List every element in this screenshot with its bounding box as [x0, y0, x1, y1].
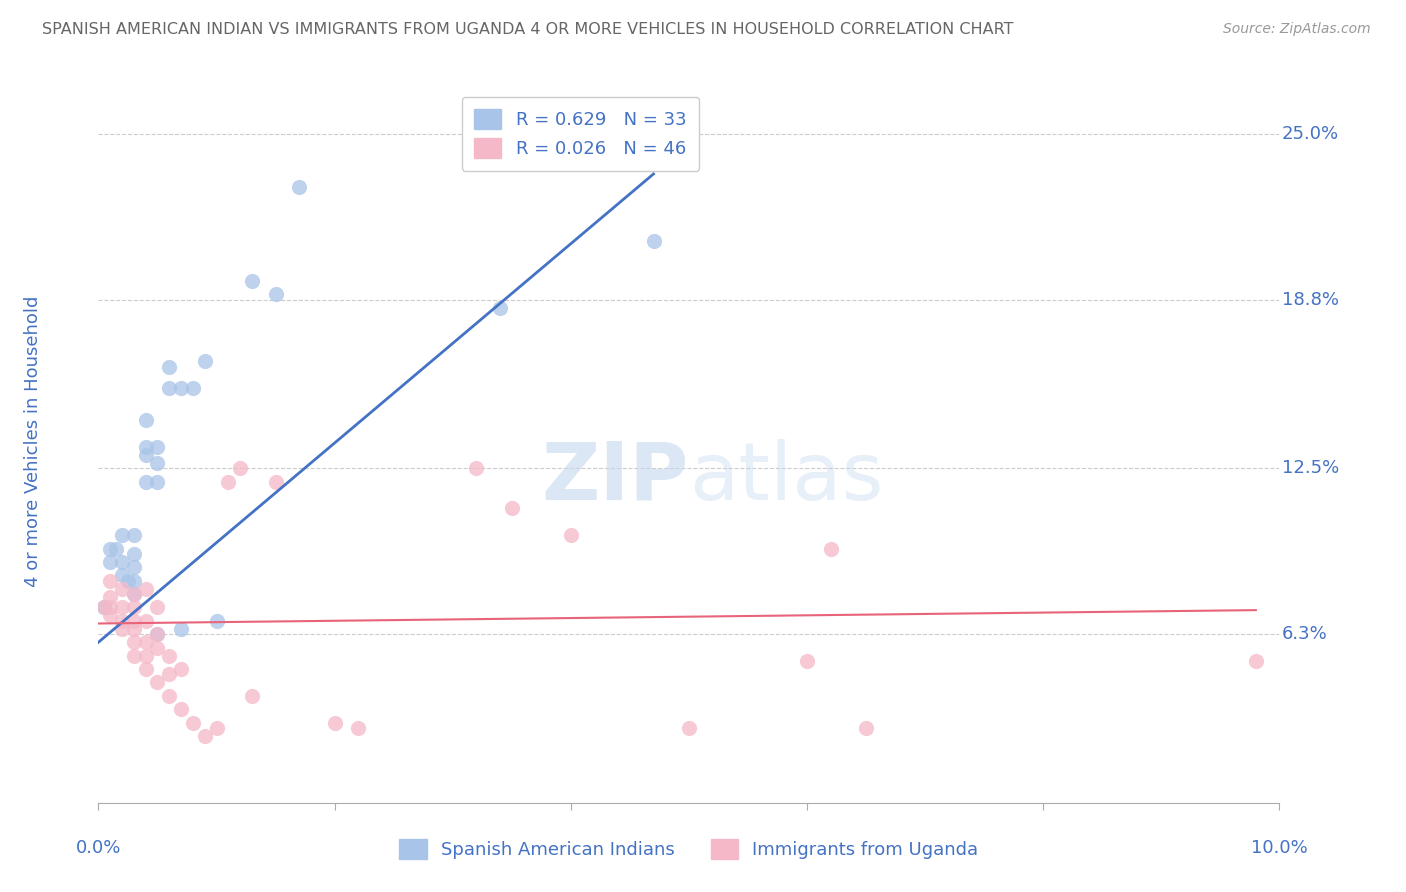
Point	[122, 587, 145, 601]
Point	[170, 622, 193, 636]
Text: Source: ZipAtlas.com: Source: ZipAtlas.com	[1223, 22, 1371, 37]
Point	[98, 600, 121, 615]
Point	[111, 622, 134, 636]
Point	[146, 600, 169, 615]
Point	[1244, 654, 1267, 668]
Point	[135, 635, 157, 649]
Point	[135, 448, 157, 462]
Legend: Spanish American Indians, Immigrants from Uganda: Spanish American Indians, Immigrants fro…	[392, 831, 986, 866]
Point	[170, 662, 193, 676]
Text: SPANISH AMERICAN INDIAN VS IMMIGRANTS FROM UGANDA 4 OR MORE VEHICLES IN HOUSEHOL: SPANISH AMERICAN INDIAN VS IMMIGRANTS FR…	[42, 22, 1014, 37]
Point	[146, 675, 169, 690]
Point	[181, 381, 204, 395]
Text: 12.5%: 12.5%	[1282, 459, 1339, 477]
Text: 10.0%: 10.0%	[1251, 838, 1308, 857]
Point	[111, 568, 134, 582]
Point	[135, 582, 157, 596]
Text: 25.0%: 25.0%	[1282, 125, 1339, 143]
Point	[122, 648, 145, 663]
Point	[111, 614, 134, 628]
Point	[157, 667, 180, 681]
Point	[135, 440, 157, 454]
Point	[146, 627, 169, 641]
Point	[194, 354, 217, 368]
Point	[98, 608, 121, 623]
Point	[122, 574, 145, 588]
Point	[98, 555, 121, 569]
Point	[146, 456, 169, 470]
Point	[122, 600, 145, 615]
Point	[111, 600, 134, 615]
Point	[122, 614, 145, 628]
Point	[194, 729, 217, 743]
Point	[820, 541, 842, 556]
Point	[98, 574, 121, 588]
Text: atlas: atlas	[689, 439, 883, 516]
Point	[111, 582, 134, 596]
Point	[170, 702, 193, 716]
Point	[117, 574, 139, 588]
Point	[135, 413, 157, 427]
Point	[465, 461, 488, 475]
Point	[105, 541, 128, 556]
Point	[229, 461, 252, 475]
Point	[855, 721, 877, 735]
Point	[181, 715, 204, 730]
Point	[111, 555, 134, 569]
Point	[205, 614, 228, 628]
Point	[98, 590, 121, 604]
Point	[122, 622, 145, 636]
Point	[157, 689, 180, 703]
Point	[264, 287, 287, 301]
Point	[678, 721, 700, 735]
Point	[288, 180, 311, 194]
Point	[122, 560, 145, 574]
Point	[157, 359, 180, 374]
Point	[122, 547, 145, 561]
Point	[135, 662, 157, 676]
Point	[122, 587, 145, 601]
Point	[98, 541, 121, 556]
Point	[347, 721, 370, 735]
Point	[146, 627, 169, 641]
Point	[643, 234, 665, 248]
Point	[146, 475, 169, 489]
Point	[135, 475, 157, 489]
Point	[240, 689, 263, 703]
Text: 0.0%: 0.0%	[76, 838, 121, 857]
Point	[205, 721, 228, 735]
Point	[240, 274, 263, 288]
Point	[217, 475, 239, 489]
Point	[135, 614, 157, 628]
Point	[560, 528, 582, 542]
Text: 18.8%: 18.8%	[1282, 291, 1339, 309]
Point	[135, 648, 157, 663]
Point	[170, 381, 193, 395]
Text: ZIP: ZIP	[541, 439, 689, 516]
Point	[264, 475, 287, 489]
Text: 4 or more Vehicles in Household: 4 or more Vehicles in Household	[24, 296, 42, 587]
Point	[93, 600, 115, 615]
Point	[111, 528, 134, 542]
Point	[501, 501, 523, 516]
Point	[93, 600, 115, 615]
Point	[157, 648, 180, 663]
Point	[146, 440, 169, 454]
Point	[122, 635, 145, 649]
Point	[796, 654, 818, 668]
Point	[323, 715, 346, 730]
Point	[489, 301, 512, 315]
Point	[122, 528, 145, 542]
Point	[157, 381, 180, 395]
Text: 6.3%: 6.3%	[1282, 625, 1327, 643]
Point	[146, 640, 169, 655]
